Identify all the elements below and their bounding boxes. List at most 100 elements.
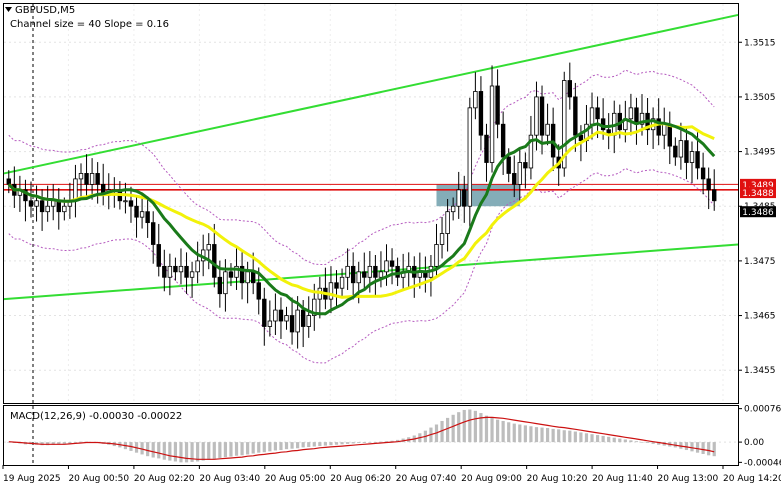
candle-bear — [567, 80, 573, 98]
candle-bull — [517, 162, 523, 185]
macd-axis[interactable]: 0.00076 0.00 -0.00046 — [738, 405, 781, 469]
candle-bull — [589, 107, 595, 125]
candle-bear — [256, 282, 261, 300]
macd-bar — [201, 442, 205, 461]
macd-bar — [184, 442, 189, 463]
macd-bar — [257, 442, 261, 453]
candle-bear — [512, 173, 517, 185]
macd-bar — [584, 433, 589, 443]
macd-bar — [545, 428, 550, 443]
candle-bear — [484, 134, 489, 163]
macd-bar — [168, 442, 172, 461]
time-axis[interactable]: 19 Aug 2025 20 Aug 00:50 20 Aug 02:20 20 Au… — [2, 465, 781, 484]
macd-bar — [357, 442, 361, 443]
time-tick-label: 20 Aug 11:40 — [592, 474, 653, 484]
candle-bull — [689, 151, 695, 163]
ma-fast-line — [7, 122, 715, 299]
macd-bar — [445, 417, 450, 443]
candle-bull — [534, 96, 539, 136]
macd-bar — [73, 442, 78, 443]
macd-bar — [290, 442, 294, 449]
macd-bar — [346, 442, 350, 444]
candle-bear — [539, 96, 545, 136]
candle-bull — [312, 298, 317, 316]
macd-bar — [212, 442, 216, 459]
macd-bar — [601, 435, 605, 443]
candle-bear — [39, 200, 45, 213]
macd-bar — [323, 442, 327, 446]
candle-bear — [595, 107, 600, 120]
macd-bar — [629, 440, 633, 443]
time-tick-label: 20 Aug 00:50 — [68, 474, 129, 484]
macd-bar — [540, 427, 544, 443]
candle-bear — [6, 178, 11, 185]
macd-bar — [484, 415, 489, 443]
price-tick-label: 1.3505 — [744, 93, 776, 103]
candle-bear — [500, 123, 506, 158]
candle-bull — [545, 123, 550, 136]
candle-bear — [523, 162, 528, 169]
envelope-layer — [8, 69, 715, 364]
macd-bar — [468, 409, 472, 443]
candle-bear — [173, 265, 178, 273]
macd-bar — [229, 442, 233, 457]
price-panel-frame — [3, 3, 739, 404]
macd-bar — [179, 442, 183, 463]
macd-bar — [390, 440, 394, 443]
candle-bull — [450, 205, 456, 213]
triangle-down-icon[interactable] — [5, 7, 12, 12]
ma-slow-line — [7, 117, 716, 316]
macd-bar — [568, 430, 572, 443]
macd-bar — [695, 442, 700, 453]
candle-bear — [573, 96, 578, 136]
candle-bear — [262, 298, 267, 327]
macd-label: MACD(12,26,9) -0.00030 -0.00022 — [10, 411, 182, 422]
candle-bear — [239, 265, 245, 284]
macd-bar — [479, 413, 483, 443]
macd-bar — [529, 426, 533, 443]
candle-bear — [128, 200, 134, 207]
macd-bar — [240, 442, 244, 456]
macd-bar — [373, 442, 377, 443]
svg-text:1.3488: 1.3488 — [742, 189, 774, 199]
candle-bull — [384, 260, 389, 273]
price-tick-label: 1.3475 — [744, 257, 776, 267]
macd-bar — [507, 422, 511, 443]
candle-bull — [473, 91, 478, 109]
price-tag-upper: 1.3489 — [740, 178, 776, 191]
candle-bull — [562, 80, 567, 169]
price-tick-label: 1.3455 — [744, 366, 776, 376]
candle-bear — [95, 173, 100, 185]
macd-bar — [151, 442, 155, 458]
candle-bull — [639, 112, 645, 125]
zone-layer — [436, 184, 520, 207]
macd-bar — [440, 420, 444, 443]
macd-bar — [318, 442, 322, 447]
candle-bear — [300, 309, 306, 327]
macd-bar — [579, 432, 583, 443]
macd-bar — [690, 442, 694, 452]
macd-bar — [173, 442, 178, 462]
macd-bar — [612, 437, 616, 443]
candle-bear — [712, 189, 717, 202]
macd-bar — [551, 428, 555, 443]
time-tick-label: 19 Aug 2025 — [3, 474, 61, 484]
candle-bear — [673, 145, 678, 158]
candle-bull — [195, 260, 200, 273]
macd-bar — [712, 442, 716, 457]
macd-bar — [268, 442, 272, 452]
candle-bull — [34, 200, 39, 207]
macd-bar — [146, 442, 150, 457]
macd-bar — [234, 442, 239, 456]
candle-bull — [328, 282, 334, 300]
macd-bar — [301, 442, 305, 448]
candle-bull — [356, 271, 361, 284]
macd-bar — [157, 442, 161, 459]
macd-bar — [701, 442, 705, 454]
macd-bar — [490, 417, 494, 443]
candle-bear — [134, 205, 139, 218]
macd-bar — [512, 423, 516, 443]
candle-bull — [206, 244, 211, 251]
candle-bull — [245, 271, 250, 284]
